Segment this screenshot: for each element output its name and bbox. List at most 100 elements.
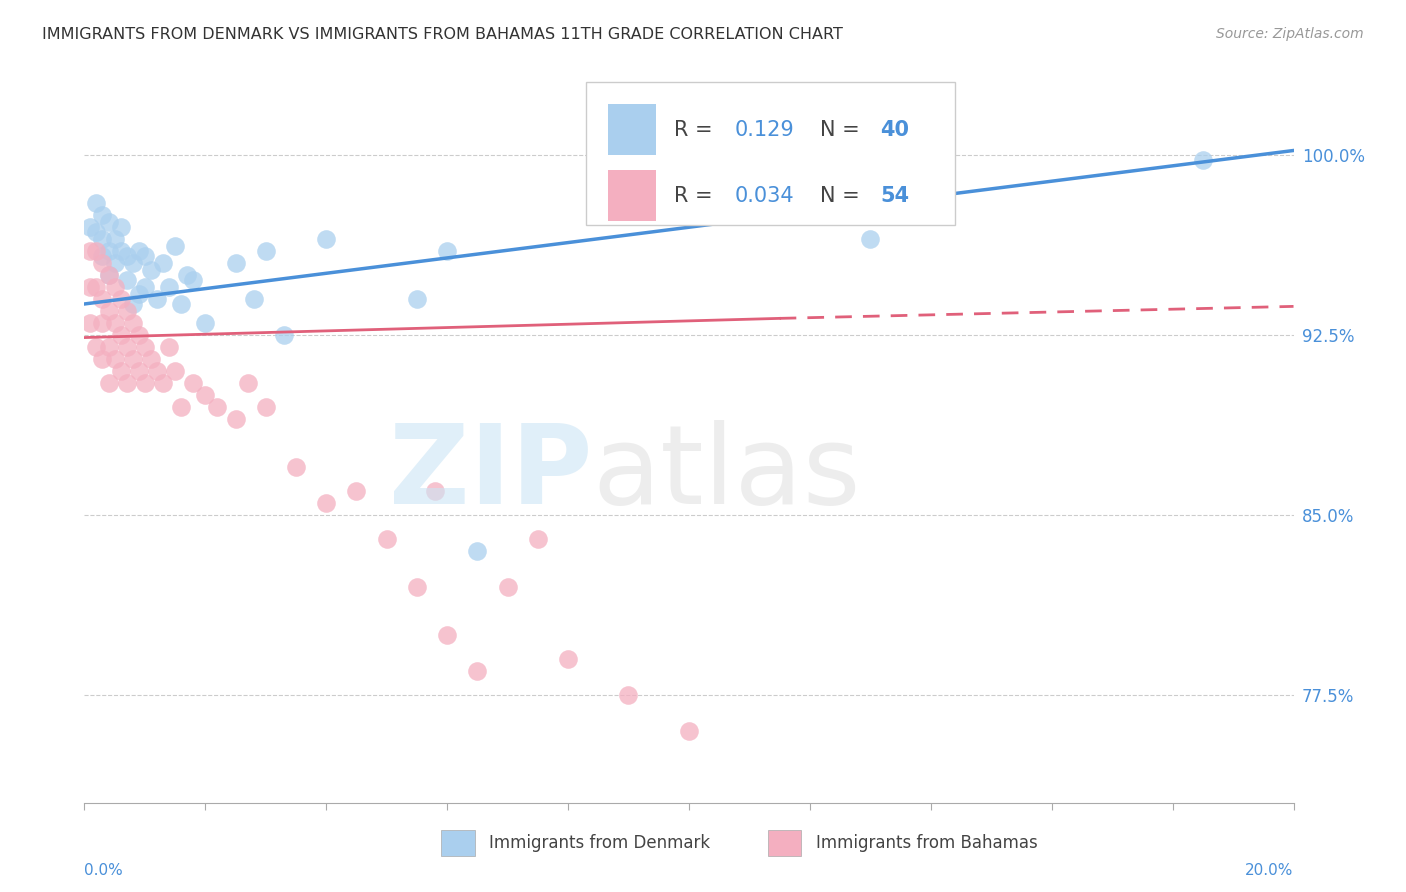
Point [79,220,101,235]
Point [436,628,458,642]
Point [91,249,114,263]
FancyBboxPatch shape [607,170,657,221]
Point [273,328,295,343]
FancyBboxPatch shape [607,104,657,155]
Point [86,196,108,211]
Text: 54: 54 [880,186,910,206]
Point [110,328,132,343]
Point [79,280,101,294]
Text: R =: R = [675,186,720,206]
Point [157,340,180,354]
Point [91,292,114,306]
Point [97,244,120,259]
Point [91,232,114,246]
Point [97,376,120,391]
Point [285,460,308,475]
Point [104,256,127,270]
Point [181,376,204,391]
Point [236,376,259,391]
Point [128,328,150,343]
Text: 20.0%: 20.0% [1246,863,1294,878]
Point [139,263,162,277]
Point [104,280,127,294]
Point [678,723,700,738]
Point [104,232,127,246]
Point [121,297,143,311]
Text: Source: ZipAtlas.com: Source: ZipAtlas.com [1216,27,1364,41]
Point [225,256,247,270]
Text: 0.0%: 0.0% [84,863,124,878]
Point [86,280,108,294]
Point [91,208,114,222]
Point [104,316,127,330]
Point [375,532,398,546]
Point [97,268,120,283]
Point [165,239,187,253]
Text: ZIP: ZIP [389,420,592,527]
Point [315,232,337,246]
Point [181,273,204,287]
Text: R =: R = [675,120,720,140]
Point [139,352,162,367]
Point [436,244,458,259]
Text: IMMIGRANTS FROM DENMARK VS IMMIGRANTS FROM BAHAMAS 11TH GRADE CORRELATION CHART: IMMIGRANTS FROM DENMARK VS IMMIGRANTS FR… [42,27,844,42]
FancyBboxPatch shape [586,82,955,225]
Point [104,352,127,367]
Text: atlas: atlas [592,420,860,527]
Point [225,412,247,426]
Point [617,688,640,702]
Point [146,364,169,378]
Point [115,304,138,318]
Point [121,316,143,330]
Text: 40: 40 [880,120,910,140]
Point [121,256,143,270]
Point [128,287,150,301]
Point [121,352,143,367]
FancyBboxPatch shape [441,830,475,855]
Point [134,340,156,354]
Text: Immigrants from Bahamas: Immigrants from Bahamas [815,834,1038,852]
Point [346,483,368,498]
Point [176,268,198,283]
Point [146,292,169,306]
Text: N =: N = [820,120,866,140]
Point [157,280,180,294]
Point [79,316,101,330]
Text: 0.129: 0.129 [735,120,794,140]
Point [134,280,156,294]
Point [467,664,489,678]
Point [97,268,120,283]
Point [110,244,132,259]
Point [207,400,229,414]
Point [242,292,264,306]
Point [91,352,114,367]
Point [115,249,138,263]
Point [254,400,277,414]
Point [406,292,429,306]
Point [170,297,193,311]
Point [152,376,174,391]
Point [527,532,550,546]
Point [152,256,174,270]
Point [86,244,108,259]
Point [115,273,138,287]
Point [194,388,217,402]
Point [110,364,132,378]
Point [110,292,132,306]
Point [97,340,120,354]
Point [467,544,489,558]
FancyBboxPatch shape [768,830,801,855]
Point [423,483,446,498]
Point [170,400,193,414]
Text: 0.034: 0.034 [735,186,794,206]
Point [134,376,156,391]
Point [97,304,120,318]
Point [254,244,277,259]
Point [110,220,132,235]
Point [406,580,429,594]
Point [859,232,882,246]
Point [165,364,187,378]
Point [97,215,120,229]
Point [134,249,156,263]
Point [1192,153,1215,167]
